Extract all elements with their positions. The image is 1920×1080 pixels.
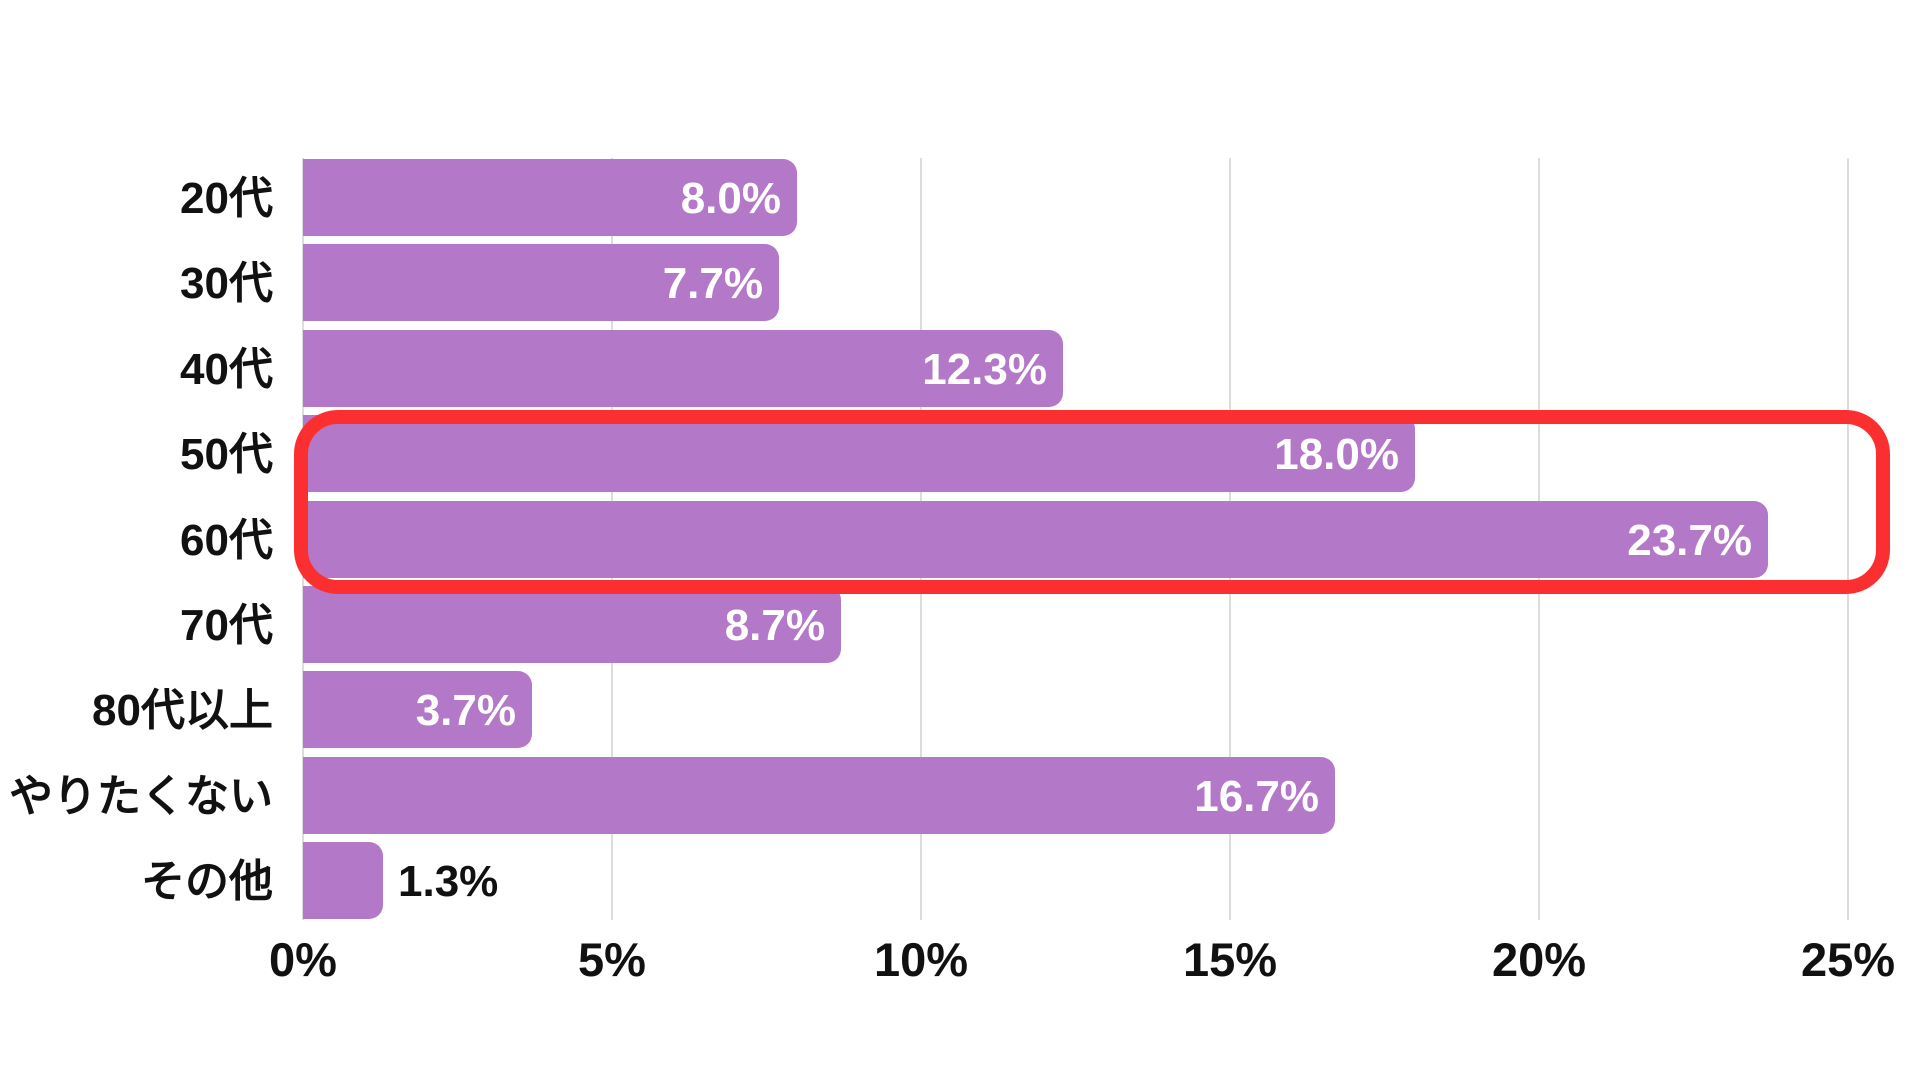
bar bbox=[303, 586, 841, 663]
category-label: 60代 bbox=[180, 516, 273, 565]
value-label: 16.7% bbox=[1194, 772, 1319, 821]
value-label: 23.7% bbox=[1627, 516, 1752, 565]
bar bbox=[303, 330, 1063, 407]
category-label: 30代 bbox=[180, 259, 273, 308]
bar bbox=[303, 671, 532, 748]
value-label: 8.0% bbox=[680, 174, 781, 223]
category-label: その他 bbox=[141, 857, 273, 906]
x-tick-label: 25% bbox=[1800, 933, 1896, 986]
gridline bbox=[1847, 158, 1849, 920]
category-label: やりたくない bbox=[9, 772, 273, 821]
highlight-box bbox=[294, 410, 1890, 594]
bar bbox=[303, 757, 1335, 834]
category-label: 50代 bbox=[180, 430, 273, 479]
x-tick-label: 5% bbox=[578, 933, 646, 986]
bar bbox=[303, 842, 383, 919]
x-tick-label: 10% bbox=[873, 933, 969, 986]
bar bbox=[303, 415, 1415, 492]
category-label: 40代 bbox=[180, 345, 273, 394]
category-label: 20代 bbox=[180, 174, 273, 223]
value-label: 3.7% bbox=[415, 686, 516, 735]
category-label: 70代 bbox=[180, 601, 273, 650]
category-label: 80代以上 bbox=[92, 686, 273, 735]
bar bbox=[303, 244, 779, 321]
x-tick-label: 20% bbox=[1491, 933, 1587, 986]
x-tick-label: 15% bbox=[1182, 933, 1278, 986]
x-tick-label: 0% bbox=[269, 933, 337, 986]
value-label: 8.7% bbox=[724, 601, 825, 650]
value-label: 12.3% bbox=[922, 345, 1047, 394]
value-label: 7.7% bbox=[662, 259, 763, 308]
bar bbox=[303, 159, 797, 236]
value-label: 1.3% bbox=[398, 857, 499, 906]
value-label: 18.0% bbox=[1274, 430, 1399, 479]
bar bbox=[303, 501, 1768, 578]
